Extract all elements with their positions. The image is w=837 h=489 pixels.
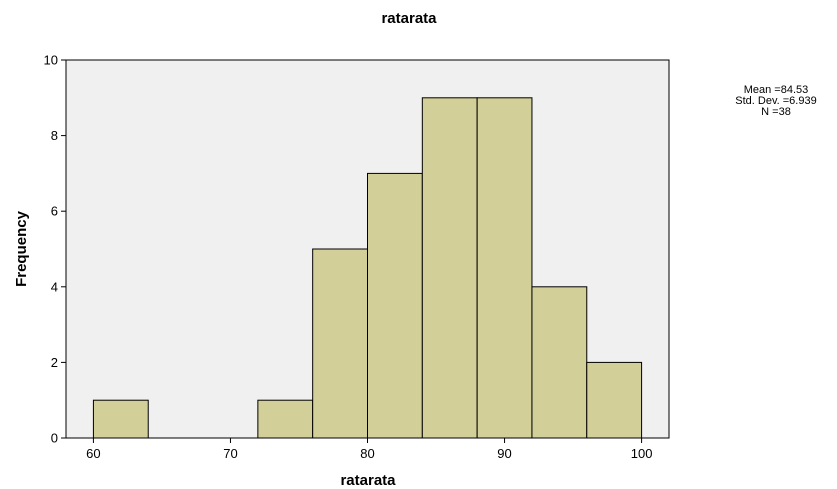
histogram-bar xyxy=(367,172,423,439)
x-tick-label: 100 xyxy=(631,446,653,461)
x-axis-ticks: 60 70 80 90 100 xyxy=(86,438,652,461)
y-axis-ticks: 0 2 4 6 8 10 xyxy=(44,53,66,446)
y-tick-label: 8 xyxy=(51,128,58,143)
y-tick-label: 0 xyxy=(51,431,58,446)
x-axis-title: ratarata xyxy=(340,472,396,489)
x-tick-label: 70 xyxy=(223,446,237,461)
stats-mean: Mean =84.53 xyxy=(744,84,809,96)
y-tick-label: 4 xyxy=(51,279,58,294)
y-tick-label: 2 xyxy=(51,355,58,370)
stats-n: N =38 xyxy=(761,106,791,118)
bar-group xyxy=(92,97,643,439)
y-tick-label: 6 xyxy=(51,204,58,219)
x-tick-label: 60 xyxy=(86,446,100,461)
x-tick-label: 80 xyxy=(360,446,374,461)
x-tick-label: 90 xyxy=(497,446,511,461)
histogram-bar xyxy=(476,97,533,439)
y-tick-label: 10 xyxy=(44,53,58,68)
histogram-bar xyxy=(531,286,588,439)
histogram-bar xyxy=(421,97,478,439)
y-axis-title: Frequency xyxy=(13,210,30,287)
histogram-bar xyxy=(257,399,314,439)
stats-legend: Mean =84.53 Std. Dev. =6.939 N =38 xyxy=(735,84,816,118)
histogram-bar xyxy=(312,248,368,439)
chart-title: ratarata xyxy=(381,10,437,27)
histogram-bar xyxy=(586,361,643,439)
stats-std-dev: Std. Dev. =6.939 xyxy=(735,95,816,107)
histogram-bar xyxy=(92,399,149,439)
